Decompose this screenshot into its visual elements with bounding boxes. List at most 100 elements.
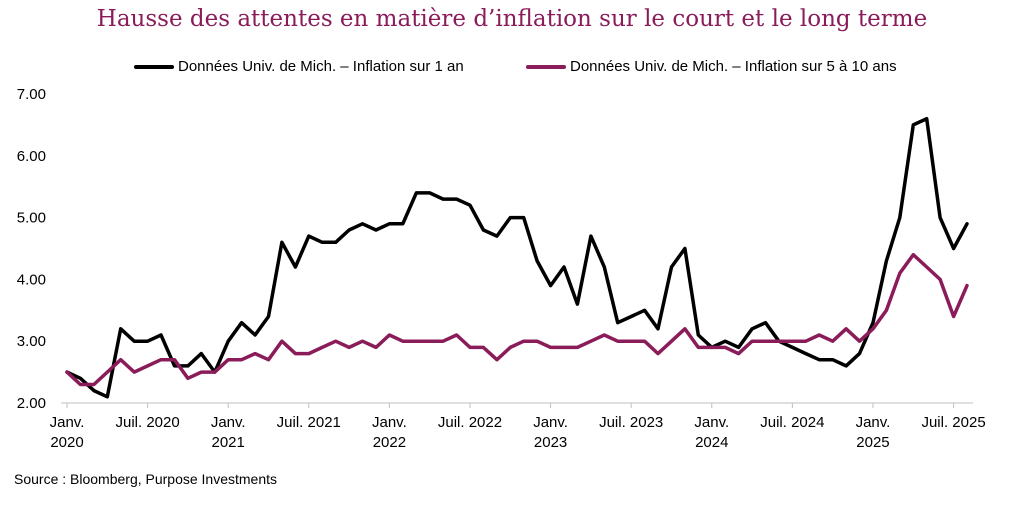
data-point-1-year	[280, 241, 283, 244]
series-line-5-10-year	[65, 252, 969, 387]
x-tick-label: Juil. 2025	[921, 414, 985, 431]
data-point-5-10-year	[764, 340, 767, 343]
data-point-5-10-year	[415, 340, 418, 343]
data-point-5-10-year	[751, 340, 754, 343]
data-point-5-10-year	[966, 284, 969, 287]
data-point-5-10-year	[603, 334, 606, 337]
chart-axes	[61, 402, 973, 408]
data-point-1-year	[697, 334, 700, 337]
data-point-1-year	[536, 259, 539, 262]
legend-swatch-5-10-year	[526, 64, 566, 69]
x-tick-label-year: 2021	[212, 434, 245, 451]
data-point-5-10-year	[549, 346, 552, 349]
data-point-1-year	[200, 352, 203, 355]
data-point-1-year	[630, 315, 633, 318]
data-point-1-year	[509, 216, 512, 219]
data-point-5-10-year	[697, 346, 700, 349]
data-point-1-year	[173, 364, 176, 367]
data-point-1-year	[657, 327, 660, 330]
data-point-1-year	[79, 377, 82, 380]
chart-series-layer	[65, 116, 969, 399]
data-point-5-10-year	[630, 340, 633, 343]
chart-title: Hausse des attentes en matière d’inflati…	[96, 6, 928, 32]
data-point-1-year	[254, 334, 257, 337]
data-point-5-10-year	[522, 340, 525, 343]
data-point-1-year	[804, 352, 807, 355]
data-point-5-10-year	[643, 340, 646, 343]
data-point-1-year	[764, 321, 767, 324]
legend-swatch-1-year	[134, 64, 174, 69]
data-point-5-10-year	[280, 340, 283, 343]
data-point-1-year	[563, 266, 566, 269]
x-tick-label: Janv.	[856, 414, 891, 431]
data-point-1-year	[92, 389, 95, 392]
data-point-5-10-year	[133, 371, 136, 374]
data-point-1-year	[966, 222, 969, 225]
y-tick-label: 4.00	[17, 271, 46, 288]
data-point-1-year	[267, 315, 270, 318]
data-point-1-year	[401, 222, 404, 225]
data-point-1-year	[495, 235, 498, 238]
data-point-5-10-year	[495, 358, 498, 361]
y-tick-label: 3.00	[17, 333, 46, 350]
data-point-1-year	[885, 259, 888, 262]
data-point-5-10-year	[482, 346, 485, 349]
legend-item-5-10-year: Données Univ. de Mich. – Inflation sur 5…	[526, 58, 897, 75]
data-point-1-year	[442, 198, 445, 201]
data-point-5-10-year	[146, 364, 149, 367]
data-point-1-year	[751, 327, 754, 330]
data-point-5-10-year	[737, 352, 740, 355]
data-point-1-year	[643, 309, 646, 312]
data-point-1-year	[240, 321, 243, 324]
data-point-5-10-year	[375, 346, 378, 349]
data-point-5-10-year	[657, 352, 660, 355]
data-point-5-10-year	[858, 340, 861, 343]
data-point-1-year	[146, 340, 149, 343]
data-point-5-10-year	[536, 340, 539, 343]
data-point-5-10-year	[294, 352, 297, 355]
data-point-1-year	[119, 327, 122, 330]
x-tick-label: Janv.	[533, 414, 568, 431]
x-tick-label: Janv.	[50, 414, 85, 431]
data-point-5-10-year	[455, 334, 458, 337]
data-point-1-year	[939, 216, 942, 219]
data-point-1-year	[858, 352, 861, 355]
chart-tick-layer: 2.00 3.00 4.00 5.00 6.00 7.00 Janv. 2020 Juil. 2…	[17, 86, 986, 451]
x-tick-label: Janv.	[694, 414, 729, 431]
data-point-5-10-year	[348, 346, 351, 349]
data-point-5-10-year	[589, 340, 592, 343]
data-point-5-10-year	[186, 377, 189, 380]
data-point-1-year	[375, 229, 378, 232]
data-point-5-10-year	[898, 272, 901, 275]
data-point-1-year	[307, 235, 310, 238]
data-point-5-10-year	[106, 371, 109, 374]
series-line-1-year	[65, 116, 969, 399]
data-point-5-10-year	[791, 340, 794, 343]
data-point-5-10-year	[563, 346, 566, 349]
data-point-5-10-year	[240, 358, 243, 361]
x-tick-label: Juil. 2023	[599, 414, 663, 431]
data-point-1-year	[455, 198, 458, 201]
data-point-1-year	[576, 303, 579, 306]
data-point-1-year	[321, 241, 324, 244]
data-point-1-year	[549, 284, 552, 287]
data-point-5-10-year	[428, 340, 431, 343]
data-point-1-year	[186, 364, 189, 367]
data-point-1-year	[670, 266, 673, 269]
data-point-5-10-year	[227, 358, 230, 361]
y-tick-label: 6.00	[17, 148, 46, 165]
x-tick-label: Janv.	[211, 414, 246, 431]
data-point-5-10-year	[267, 358, 270, 361]
data-point-5-10-year	[92, 383, 95, 386]
x-tick-label-year: 2023	[534, 434, 567, 451]
data-point-5-10-year	[912, 253, 915, 256]
data-point-5-10-year	[939, 278, 942, 281]
data-point-1-year	[872, 321, 875, 324]
data-point-5-10-year	[804, 340, 807, 343]
data-point-1-year	[348, 229, 351, 232]
x-tick-label-year: 2024	[695, 434, 728, 451]
y-tick-label: 2.00	[17, 395, 46, 412]
data-point-5-10-year	[200, 371, 203, 374]
data-point-1-year	[898, 216, 901, 219]
